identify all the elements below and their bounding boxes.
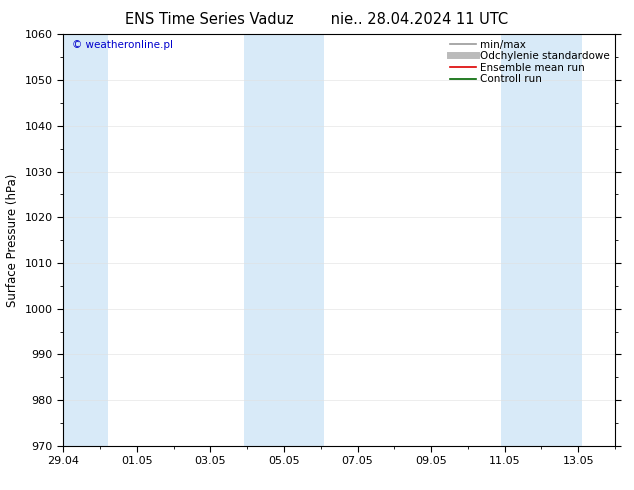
Bar: [501, 34, 582, 446]
Text: © weatheronline.pl: © weatheronline.pl: [72, 41, 172, 50]
Text: ENS Time Series Vaduz        nie.. 28.04.2024 11 UTC: ENS Time Series Vaduz nie.. 28.04.2024 1…: [126, 12, 508, 27]
Y-axis label: Surface Pressure (hPa): Surface Pressure (hPa): [6, 173, 19, 307]
Bar: [243, 34, 325, 446]
Bar: [60, 34, 108, 446]
Legend: min/max, Odchylenie standardowe, Ensemble mean run, Controll run: min/max, Odchylenie standardowe, Ensembl…: [448, 37, 612, 86]
